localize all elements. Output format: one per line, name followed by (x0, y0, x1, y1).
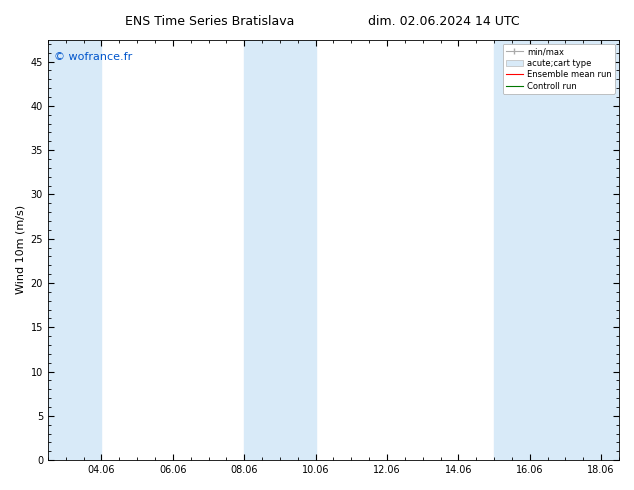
Bar (244, 40, 316, 460)
Bar (494, 40, 619, 460)
Text: © wofrance.fr: © wofrance.fr (54, 52, 132, 62)
Text: ENS Time Series Bratislava: ENS Time Series Bratislava (124, 15, 294, 28)
Y-axis label: Wind 10m (m/s): Wind 10m (m/s) (15, 205, 25, 294)
Text: dim. 02.06.2024 14 UTC: dim. 02.06.2024 14 UTC (368, 15, 520, 28)
Bar (48, 40, 101, 460)
Legend: min/max, acute;cart type, Ensemble mean run, Controll run: min/max, acute;cart type, Ensemble mean … (503, 44, 615, 94)
